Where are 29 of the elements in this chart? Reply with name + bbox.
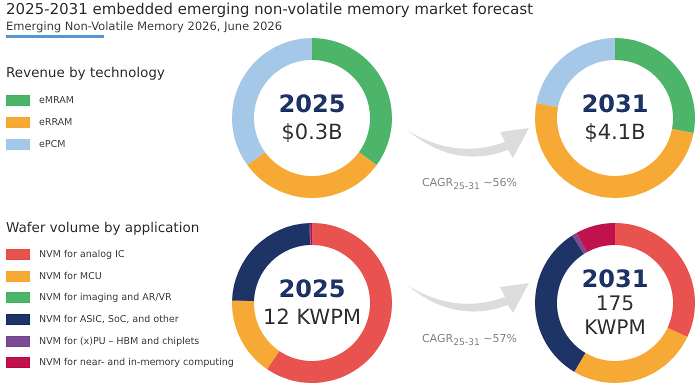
legend-label: NVM for analog IC [39, 249, 125, 260]
text: $4.1B [584, 119, 646, 146]
legend-title: Wafer volume by application [6, 220, 200, 236]
donut-slice [572, 232, 588, 254]
legend-label: ePCM [39, 138, 66, 150]
text: 175 [596, 291, 634, 315]
legend-title: Revenue by technology [6, 65, 165, 81]
chart-title: 2025-2031 embedded emerging non-volatile memory market forecast [6, 0, 534, 18]
legend-label: NVM for ASIC, SoC, and other [39, 314, 179, 326]
text: 2031 [582, 265, 648, 293]
chart-subtitle: Emerging Non-Volatile Memory 2026, June 2026 [6, 19, 282, 33]
donut-slice [535, 235, 586, 372]
legend-label: NVM for imaging and AR/VR [39, 292, 172, 304]
donut-slice [267, 223, 392, 383]
legend-label: NVM for (x)PU – HBM and chiplets [39, 336, 200, 347]
text: CAGR$_{25-31}$ ~57% [422, 332, 517, 348]
text: 2031 [582, 90, 648, 118]
text: $0.3B [281, 119, 343, 146]
text: CAGR$_{25-31}$ ~56% [422, 176, 517, 192]
text: KWPM [584, 315, 646, 339]
donut-slice [576, 223, 615, 252]
text: 2025 [278, 275, 346, 303]
text: 12 KWPM [263, 304, 361, 331]
legend-label: NVM for MCU [39, 270, 102, 282]
legend-label: NVM for near- and in-memory computing [39, 357, 234, 368]
text: 2025 [278, 90, 346, 118]
donut-slice [247, 152, 377, 198]
legend-label: eRRAM [39, 116, 72, 128]
legend-label: eMRAM [39, 94, 74, 106]
